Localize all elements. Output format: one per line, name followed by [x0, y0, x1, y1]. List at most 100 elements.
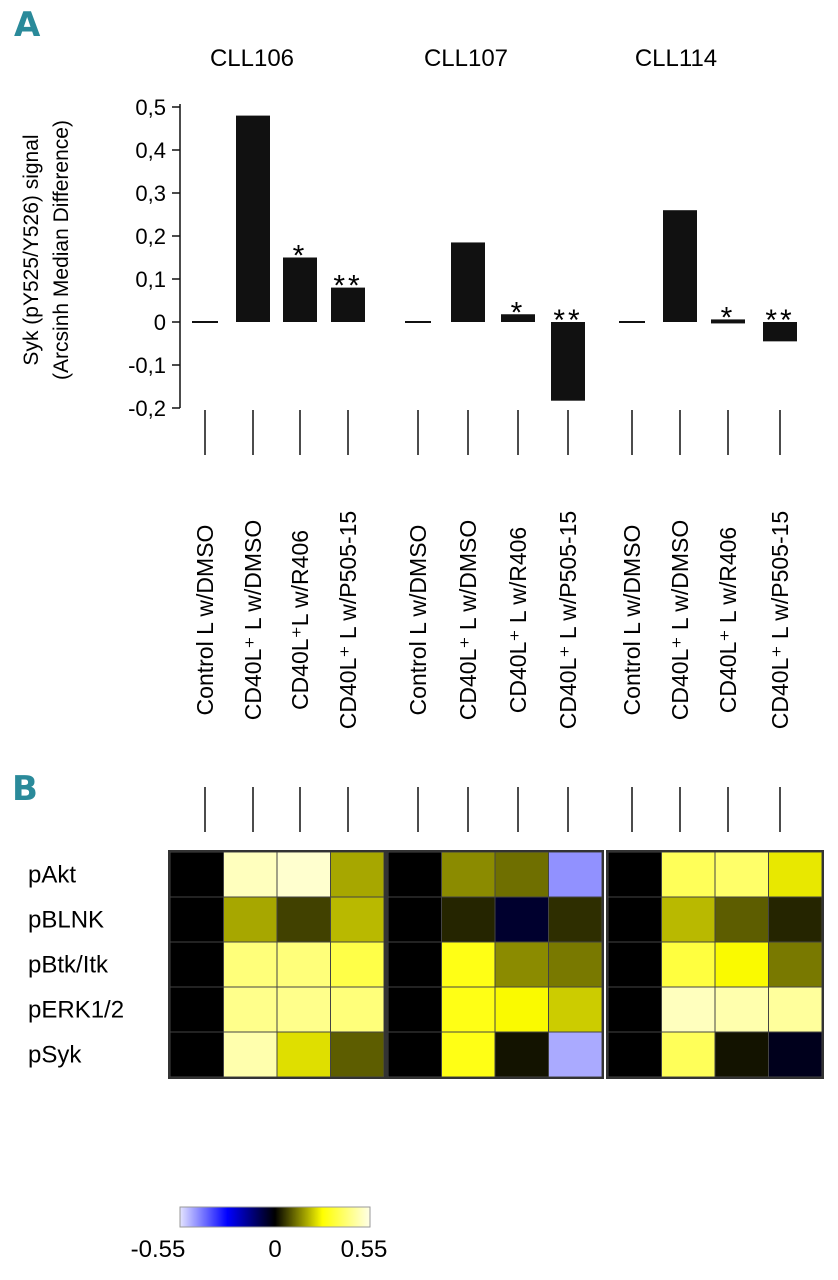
category-label: Control L w/DMSO — [405, 525, 431, 716]
heatmap-cell — [661, 941, 716, 988]
heatmap-cell — [548, 851, 603, 898]
heatmap-cell — [387, 1031, 442, 1078]
heatmap-cell — [607, 986, 662, 1033]
heatmap-cell — [768, 851, 823, 898]
bar — [283, 257, 317, 322]
category-label: CD40L⁺ L w/R406 — [505, 527, 531, 713]
heatmap-cell — [169, 851, 224, 898]
y-tick-label: 0,4 — [135, 138, 166, 163]
heatmap-cell — [387, 986, 442, 1033]
y-tick-label: 0,2 — [135, 224, 166, 249]
heatmap-row-labels: pAkt pBLNK pBtk/Itk pERK1/2 pSyk — [28, 862, 124, 1069]
heatmap-row-label: pSyk — [28, 1042, 82, 1069]
y-axis-label-line2: (Arcsinh Median Difference) — [50, 120, 73, 380]
heatmap-cell — [661, 851, 716, 898]
panel-a-label: A — [14, 5, 41, 45]
significance-marker: ** — [765, 304, 794, 337]
y-axis-label-line1: Syk (pY525/Y526) signal — [20, 134, 43, 365]
heatmap-cell — [714, 851, 769, 898]
heatmap-cell — [441, 896, 496, 943]
bar — [551, 322, 585, 401]
bar — [763, 322, 797, 342]
heatmap-cell — [441, 941, 496, 988]
group-title-cll114: CLL114 — [635, 45, 717, 72]
y-tick-label: -0,2 — [128, 396, 166, 421]
bar — [663, 210, 697, 322]
heatmap-cell — [548, 941, 603, 988]
heatmap-cell — [494, 941, 549, 988]
heatmap-cell — [714, 1031, 769, 1078]
y-tick-label: 0,3 — [135, 181, 166, 206]
bar — [331, 287, 365, 322]
y-tick-label: -0,1 — [128, 353, 166, 378]
panel-b-label: B — [12, 769, 38, 809]
heatmap-cell — [548, 986, 603, 1033]
group-title-cll106: CLL106 — [210, 45, 294, 72]
heatmap-cell — [223, 896, 278, 943]
heatmap-row-label: pBLNK — [28, 907, 104, 934]
colorbar-mid-label: 0 — [268, 1236, 281, 1263]
heatmap-cell — [276, 941, 331, 988]
heatmap-cell — [169, 896, 224, 943]
category-label: CD40L⁺ L w/DMSO — [667, 520, 693, 720]
heatmap-cell — [169, 941, 224, 988]
bars: **** ** * ** — [192, 115, 797, 401]
heatmap-cell — [494, 851, 549, 898]
heatmap-cell — [330, 851, 385, 898]
heatmap-cell — [330, 1031, 385, 1078]
heatmap-cell — [330, 986, 385, 1033]
heatmap-block-border — [606, 850, 824, 1079]
heatmap-cell — [548, 1031, 603, 1078]
heatmap-row-label: pAkt — [28, 862, 76, 889]
heatmap-cell — [387, 851, 442, 898]
heatmap-cell — [607, 851, 662, 898]
heatmap-cell — [169, 986, 224, 1033]
y-tick-label: 0,1 — [135, 267, 166, 292]
heatmap-cell — [276, 851, 331, 898]
heatmap-cell — [607, 1031, 662, 1078]
heatmap-cell — [387, 896, 442, 943]
heatmap-cell — [223, 941, 278, 988]
category-labels: Control L w/DMSO CD40L⁺ L w/DMSO CD40L⁺L w… — [192, 410, 793, 832]
heatmap-cell — [714, 941, 769, 988]
bar — [236, 115, 270, 322]
category-label: CD40L⁺ L w/P505-15 — [555, 511, 581, 729]
heatmap-cell — [223, 1031, 278, 1078]
heatmap-cell — [494, 986, 549, 1033]
y-tick-label: 0,5 — [135, 95, 166, 120]
significance-marker: ** — [553, 304, 582, 337]
heatmap-cell — [276, 896, 331, 943]
bar — [451, 242, 485, 322]
heatmap-cell — [607, 896, 662, 943]
heatmap-block-border — [386, 850, 604, 1079]
heatmap-cell — [441, 851, 496, 898]
group-title-cll107: CLL107 — [424, 45, 508, 72]
heatmap-cell — [223, 851, 278, 898]
category-label: CD40L⁺ L w/DMSO — [455, 520, 481, 720]
significance-marker: ** — [333, 270, 362, 303]
category-label: CD40L⁺L w/R406 — [287, 530, 313, 710]
category-label: CD40L⁺ L w/DMSO — [240, 520, 266, 720]
heatmap-cell — [768, 896, 823, 943]
heatmap-cell — [661, 986, 716, 1033]
heatmap-row-label: pBtk/Itk — [28, 952, 109, 979]
heatmap-cell — [494, 1031, 549, 1078]
heatmap-block-border — [168, 850, 386, 1079]
y-tick-label: 0 — [154, 310, 166, 335]
significance-marker: * — [511, 296, 526, 329]
heatmap-cell — [276, 1031, 331, 1078]
heatmap-cell — [441, 986, 496, 1033]
category-label: CD40L⁺ L w/P505-15 — [767, 511, 793, 729]
heatmap — [168, 850, 824, 1079]
colorbar-max-label: 0.55 — [341, 1236, 388, 1263]
heatmap-cell — [768, 1031, 823, 1078]
heatmap-cell — [714, 986, 769, 1033]
heatmap-cell — [223, 986, 278, 1033]
group-titles: CLL106 CLL107 CLL114 — [210, 45, 717, 72]
heatmap-row-label: pERK1/2 — [28, 997, 124, 1024]
category-label: CD40L⁺ L w/R406 — [715, 527, 741, 713]
heatmap-cell — [768, 941, 823, 988]
category-label: Control L w/DMSO — [192, 525, 218, 716]
bar — [501, 314, 535, 322]
heatmap-cell — [169, 1031, 224, 1078]
